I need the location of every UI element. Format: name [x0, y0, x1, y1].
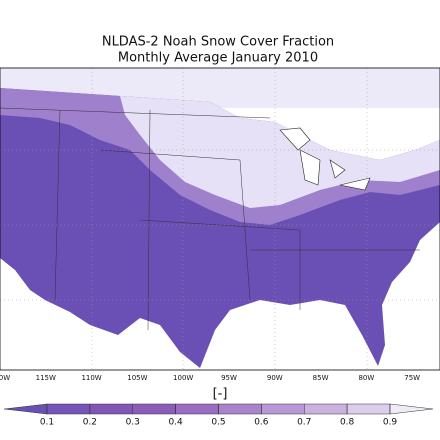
colorbar-segment: [175, 403, 219, 415]
longitude-label: 105W: [127, 374, 147, 382]
colorbar-segment: [218, 403, 262, 415]
colorbar-tick-label: 0.1: [40, 418, 54, 428]
longitude-label: 80W: [358, 374, 374, 382]
colorbar-segment: [132, 403, 176, 415]
colorbar-tick-label: 0.9: [383, 418, 398, 428]
colorbar-label: [-]: [213, 387, 228, 402]
longitude-label: 95W: [221, 374, 237, 382]
colorbar-arrow: [4, 403, 48, 415]
longitude-label: 90W: [267, 374, 283, 382]
graticule: [0, 68, 440, 370]
longitude-label: 75W: [404, 374, 420, 382]
colorbar-tick-label: 0.7: [297, 418, 311, 428]
title-line: Monthly Average January 2010: [118, 51, 318, 66]
great-lakes: [279, 127, 371, 191]
title-line: NLDAS-2 Noah Snow Cover Fraction: [102, 35, 334, 50]
map-frame: [0, 67, 440, 371]
colorbar-segment: [346, 403, 391, 415]
longitude-label: 110W: [81, 374, 101, 382]
longitude-label: 120W: [0, 374, 10, 382]
colorbar-segment: [46, 403, 91, 415]
colorbar-segment: [89, 403, 133, 415]
colorbar-segment: [261, 403, 305, 415]
colorbar-tick-label: 0.8: [340, 418, 355, 428]
map: [0, 67, 440, 371]
colorbar-tick-label: 0.2: [83, 418, 97, 428]
longitude-label: 115W: [36, 374, 56, 382]
snow-cover: [120, 96, 440, 208]
colorbar-tick-label: 0.4: [168, 418, 183, 428]
colorbar-tick-label: 0.6: [254, 418, 269, 428]
longitude-label: 85W: [313, 374, 329, 382]
longitude-labels: 120W 115W 110W 105W 100W 95W 90W 85W 80W 75W: [0, 374, 420, 382]
borders: [0, 107, 420, 331]
longitude-label: 100W: [173, 374, 193, 382]
colorbar-segment: [304, 403, 348, 415]
colorbar-tick-label: 0.3: [126, 418, 140, 428]
colorbar-tick-label: 0.5: [211, 418, 225, 428]
colorbar: 0.1 0.2 0.3 0.4 0.5 0.6 0.7 0.8 0.9: [4, 403, 433, 428]
colorbar-arrow: [389, 403, 433, 415]
